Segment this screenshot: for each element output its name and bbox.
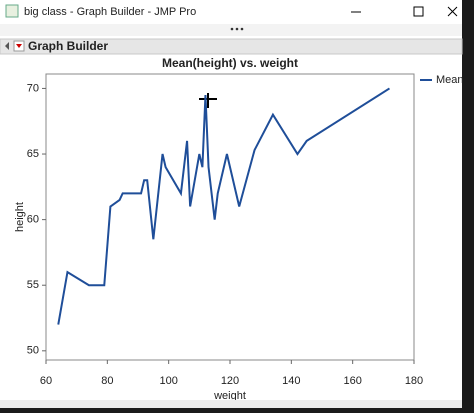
x-tick-label: 100 xyxy=(159,375,177,387)
x-axis-label: weight xyxy=(213,390,246,402)
series-line xyxy=(57,87,391,325)
toolbar xyxy=(0,24,462,36)
app-icon xyxy=(5,4,19,18)
cursor-crosshair xyxy=(199,93,217,108)
legend-label: Mean xyxy=(436,74,464,86)
x-tick-label: 80 xyxy=(101,375,113,387)
toolbar-dots[interactable] xyxy=(230,27,244,31)
table-strip xyxy=(0,400,462,408)
y-tick-label: 55 xyxy=(27,279,39,291)
y-tick-label: 65 xyxy=(27,148,39,160)
window-title: big class - Graph Builder - JMP Pro xyxy=(24,6,196,18)
chart-title: Mean(height) vs. weight xyxy=(162,56,298,70)
y-tick-label: 50 xyxy=(27,345,39,357)
x-tick-label: 60 xyxy=(40,375,52,387)
y-tick-label: 70 xyxy=(27,82,39,94)
maximize-button[interactable] xyxy=(413,6,424,17)
y-tick-label: 60 xyxy=(27,214,39,226)
x-tick-label: 120 xyxy=(221,375,239,387)
y-axis-label: height xyxy=(14,202,26,232)
title-bar xyxy=(0,0,462,24)
disclosure-icon[interactable] xyxy=(5,42,9,50)
panel-title: Graph Builder xyxy=(28,39,108,53)
x-tick-label: 180 xyxy=(405,375,423,387)
x-tick-label: 140 xyxy=(282,375,300,387)
plot-frame xyxy=(45,73,415,361)
x-tick-label: 160 xyxy=(343,375,361,387)
close-button[interactable] xyxy=(447,6,458,17)
red-triangle xyxy=(16,44,22,48)
outline-header xyxy=(0,38,463,55)
